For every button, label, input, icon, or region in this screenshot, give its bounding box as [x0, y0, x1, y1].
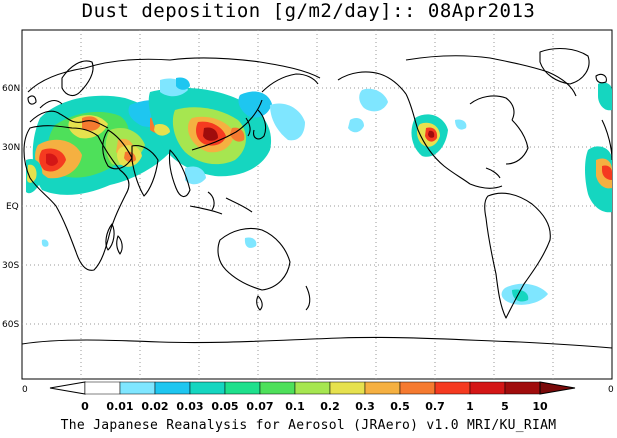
colorbar-swatch — [119, 381, 156, 395]
map-title: Dust deposition [g/m2/day]:: 08Apr2013 — [81, 0, 536, 22]
colorbar-swatch — [469, 381, 506, 395]
colorbar-label: 0.3 — [355, 400, 375, 413]
coastlines — [21, 47, 613, 349]
colorbar-label: 0.03 — [176, 400, 203, 413]
colorbar-label: 5 — [501, 400, 509, 413]
colorbar-label: 0.05 — [211, 400, 238, 413]
colorbar-over-arrow — [539, 381, 576, 395]
colorbar-swatch — [399, 381, 436, 395]
dust-deposition-field — [26, 77, 612, 305]
colorbar-swatch — [84, 381, 121, 395]
colorbar-label: 0.02 — [141, 400, 168, 413]
colorbar-labels: 0 0.01 0.02 0.03 0.05 0.07 0.1 0.2 0.3 0.5 0.7 1 5 10 — [81, 400, 548, 413]
colorbar-swatch — [154, 381, 191, 395]
colorbar-swatch — [329, 381, 366, 395]
credit-line: The Japanese Reanalysis for Aerosol (JRA… — [60, 418, 557, 433]
colorbar-under-arrow — [49, 381, 86, 395]
colorbar-swatch — [504, 381, 541, 395]
lat-label-60s: 60S — [2, 320, 19, 330]
lat-label-30s: 30S — [2, 261, 19, 271]
colorbar-label: 0.5 — [390, 400, 410, 413]
colorbar-label: 0.2 — [320, 400, 340, 413]
colorbar-label: 0.07 — [246, 400, 273, 413]
colorbar: 0 0 0 0.01 0.02 0.03 0.05 0.07 0.1 0.2 0.3 0.5 0.7… — [22, 381, 614, 413]
colorbar-label: 0.1 — [285, 400, 305, 413]
lat-label-eq: EQ — [6, 202, 19, 212]
colorbar-swatch — [294, 381, 331, 395]
colorbar-label: 1 — [466, 400, 474, 413]
colorbar-swatch — [259, 381, 296, 395]
colorbar-label: 10 — [532, 400, 548, 413]
lat-label-30n: 30N — [2, 143, 20, 153]
colorbar-swatch — [224, 381, 261, 395]
colorbar-edge-left-label: 0 — [22, 385, 28, 395]
colorbar-label: 0.01 — [106, 400, 133, 413]
colorbar-edge-right-label: 0 — [608, 385, 614, 395]
colorbar-label: 0 — [81, 400, 89, 413]
colorbar-swatch — [364, 381, 401, 395]
colorbar-label: 0.7 — [425, 400, 445, 413]
lat-label-60n: 60N — [2, 84, 20, 94]
colorbar-swatches — [49, 381, 576, 395]
colorbar-swatch — [189, 381, 226, 395]
colorbar-swatch — [434, 381, 471, 395]
